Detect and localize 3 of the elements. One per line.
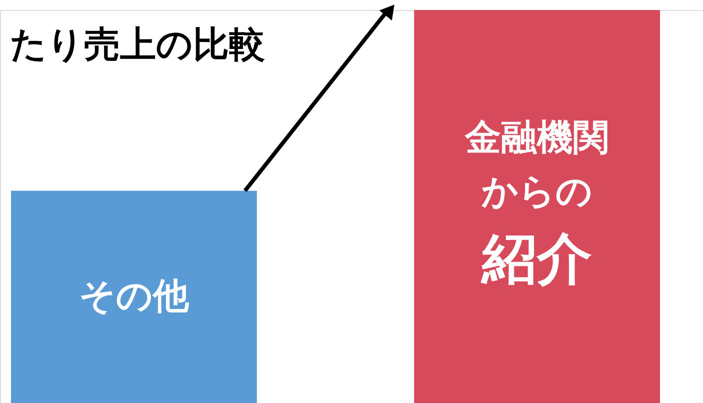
x-tick-label: その他: [78, 276, 190, 317]
chart-title: たり売上の比較: [10, 24, 265, 66]
x-tick-label: 金融機関からの紹介: [464, 117, 610, 290]
